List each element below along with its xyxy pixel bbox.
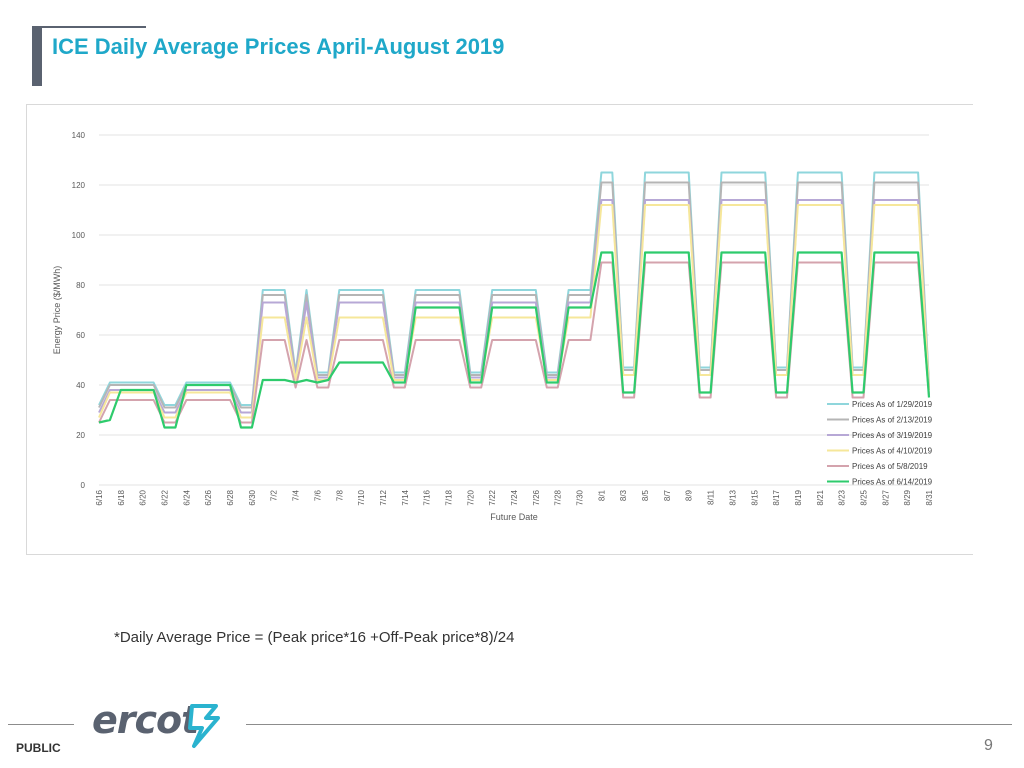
page-number: 9 [984,737,993,754]
x-tick-label: 7/10 [357,489,366,505]
x-tick-label: 8/21 [816,489,825,505]
x-tick-label: 6/24 [182,489,191,505]
x-tick-label: 8/7 [663,489,672,501]
ercot-logo: ercot [92,698,232,750]
x-tick-label: 6/20 [139,489,148,505]
x-tick-label: 8/19 [794,489,803,505]
title-accent-line [42,26,146,28]
x-tick-label: 6/28 [226,489,235,505]
x-tick-label: 7/20 [466,489,475,505]
x-tick-label: 8/1 [597,489,606,501]
x-tick-label: 8/13 [728,489,737,505]
x-tick-label: 6/22 [161,489,170,505]
y-tick-label: 120 [72,181,86,190]
ercot-bolt-icon [188,704,220,748]
y-tick-label: 60 [76,331,85,340]
series-line [98,171,930,406]
y-tick-label: 100 [72,231,86,240]
slide-title: ICE Daily Average Prices April-August 20… [52,34,505,59]
legend-label: Prices As of 3/19/2019 [852,431,933,440]
footer-divider-right [246,724,1012,725]
y-tick-label: 80 [76,281,85,290]
x-tick-label: 6/30 [248,489,257,505]
x-tick-label: 7/12 [379,489,388,505]
price-line-chart: 0 20 40 60 80 100 120 140 6/16 6/18 6/20 6/22 6/24 6/… [52,131,934,522]
x-tick-label: 8/15 [750,489,759,505]
x-tick-label: 7/18 [444,489,453,505]
logo-wordmark: ercot [92,698,199,742]
legend-label: Prices As of 4/10/2019 [852,447,933,456]
x-tick-label: 7/8 [335,489,344,501]
title-accent-bar [32,26,42,86]
y-tick-label: 40 [76,381,85,390]
x-tick-label: 7/26 [532,489,541,505]
chart-frame: 0 20 40 60 80 100 120 140 6/16 6/18 6/20 6/22 6/24 6/… [26,104,973,555]
x-tick-label: 8/3 [619,489,628,501]
x-tick-label: 6/18 [117,489,126,505]
legend-label: Prices As of 6/14/2019 [852,478,933,487]
y-tick-label: 20 [76,431,85,440]
x-tick-label: 7/28 [554,489,563,505]
x-tick-label: 7/6 [313,489,322,501]
x-tick-label: 7/22 [488,489,497,505]
price-footnote: *Daily Average Price = (Peak price*16 +O… [114,629,515,646]
y-tick-label: 140 [72,131,86,140]
legend-label: Prices As of 5/8/2019 [852,462,928,471]
legend-label: Prices As of 2/13/2019 [852,416,933,425]
x-tick-label: 7/4 [292,489,301,501]
x-tick-label: 8/9 [685,489,694,501]
x-tick-label: 7/16 [423,489,432,505]
series-line [98,181,930,409]
x-tick-label: 8/17 [772,489,781,505]
x-tick-label: 8/23 [838,489,847,505]
x-tick-label: 7/24 [510,489,519,505]
series-line [98,261,930,424]
x-tick-label: 8/25 [859,489,868,505]
x-axis-label: Future Date [490,512,538,522]
x-tick-label: 6/16 [95,489,104,505]
footer-divider-left [8,724,74,725]
x-tick-label: 7/2 [270,489,279,501]
x-tick-label: 8/27 [881,489,890,505]
x-tick-label: 7/30 [576,489,585,505]
x-tick-label: 8/11 [707,489,716,505]
series-line [98,251,931,429]
y-tick-label: 0 [81,481,86,490]
x-tick-label: 7/14 [401,489,410,505]
x-tick-label: 8/5 [641,489,650,501]
x-tick-label: 8/31 [925,489,934,505]
x-tick-label: 8/29 [903,489,912,505]
legend-label: Prices As of 1/29/2019 [852,400,933,409]
y-axis-label: Energy Price ($/MWh) [52,266,62,355]
series-line [98,199,930,414]
classification-label: PUBLIC [16,741,61,755]
x-tick-label: 6/26 [204,489,213,505]
